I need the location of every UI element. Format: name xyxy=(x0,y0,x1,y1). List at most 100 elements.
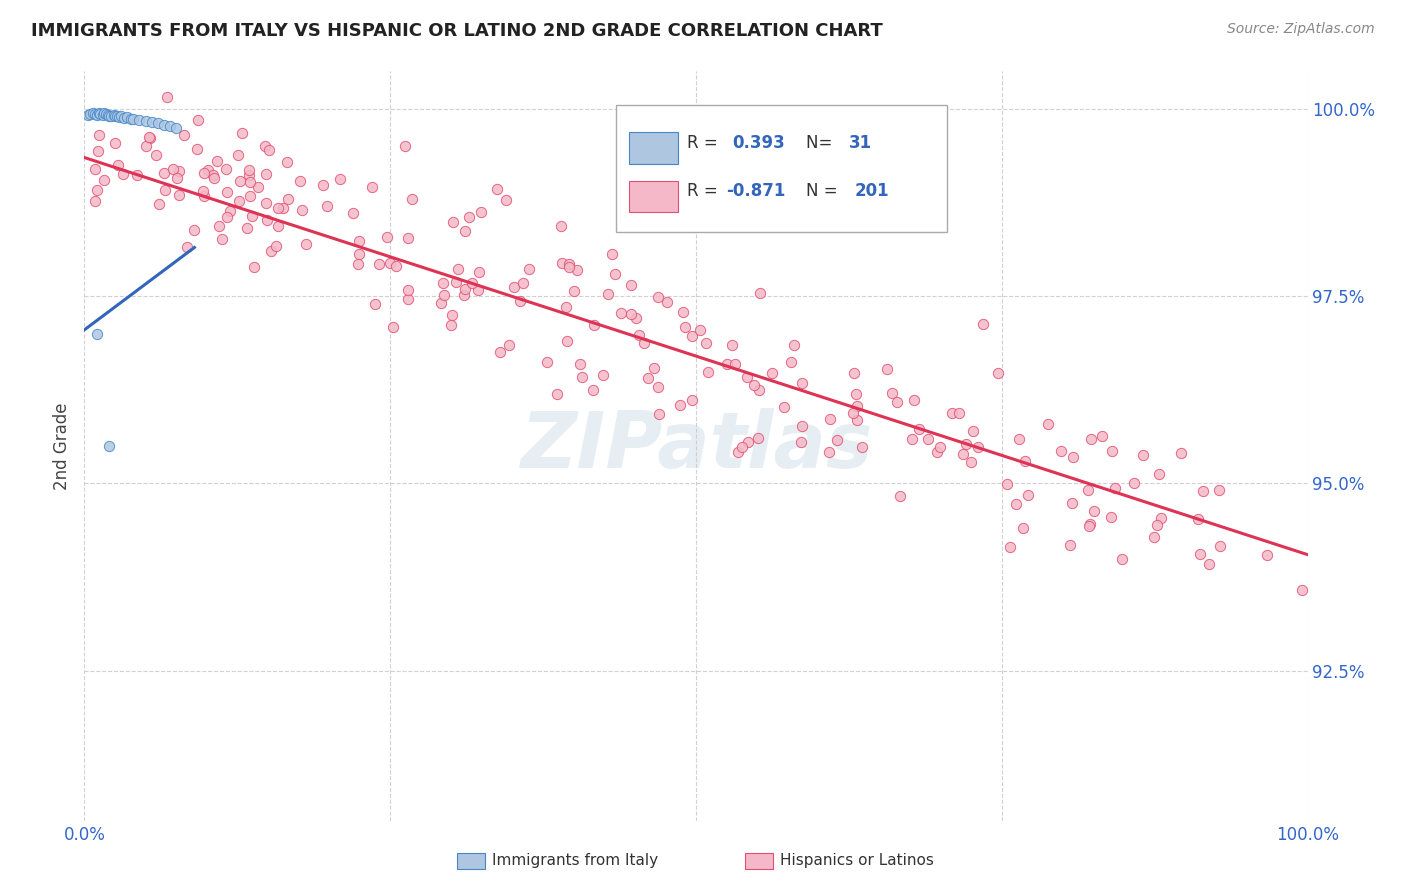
Point xyxy=(1101,443,1123,458)
Point xyxy=(1083,504,1105,518)
Point xyxy=(1077,483,1099,498)
Point xyxy=(582,383,605,397)
Point xyxy=(231,126,253,140)
Point xyxy=(115,110,138,124)
Point xyxy=(246,180,269,194)
Point xyxy=(1123,475,1146,490)
Point xyxy=(1078,516,1101,531)
Point xyxy=(727,445,749,459)
Point xyxy=(363,297,385,311)
Point xyxy=(87,128,110,142)
Point xyxy=(135,113,157,128)
Point xyxy=(312,178,335,193)
Text: Source: ZipAtlas.com: Source: ZipAtlas.com xyxy=(1227,22,1375,37)
Point xyxy=(135,139,157,153)
Point xyxy=(146,116,169,130)
FancyBboxPatch shape xyxy=(628,181,678,212)
Point xyxy=(546,387,568,401)
Text: IMMIGRANTS FROM ITALY VS HISPANIC OR LATINO 2ND GRADE CORRELATION CHART: IMMIGRANTS FROM ITALY VS HISPANIC OR LAT… xyxy=(31,22,883,40)
Point xyxy=(1256,548,1278,562)
Point xyxy=(197,163,219,178)
Point xyxy=(1188,547,1211,561)
Point xyxy=(104,109,127,123)
Point xyxy=(1099,509,1122,524)
Point xyxy=(112,111,135,125)
Point xyxy=(173,128,195,143)
Point xyxy=(1004,497,1026,511)
Point xyxy=(669,398,692,412)
Point xyxy=(643,360,665,375)
Point xyxy=(735,369,758,384)
Point xyxy=(772,401,794,415)
Point xyxy=(1147,467,1170,482)
Point xyxy=(1198,557,1220,571)
Point xyxy=(159,119,181,133)
Point xyxy=(167,163,190,178)
Point xyxy=(551,256,574,270)
Point xyxy=(429,296,451,310)
Text: ZIPatlas: ZIPatlas xyxy=(520,408,872,484)
Point xyxy=(218,204,240,219)
Point xyxy=(396,231,419,245)
Point xyxy=(444,275,467,289)
Point xyxy=(603,267,626,281)
Point xyxy=(454,224,477,238)
Point xyxy=(228,174,250,188)
Point xyxy=(148,197,170,211)
Point xyxy=(378,255,401,269)
Point xyxy=(673,320,696,334)
Point xyxy=(187,113,209,128)
Point xyxy=(453,288,475,302)
Point xyxy=(77,108,100,122)
Point xyxy=(498,337,520,351)
Point xyxy=(876,362,898,376)
Point xyxy=(846,413,869,427)
Point xyxy=(215,210,238,224)
Text: R =: R = xyxy=(688,182,724,200)
Text: N=: N= xyxy=(806,134,838,152)
Point xyxy=(1291,582,1313,597)
Point xyxy=(87,144,110,158)
Point xyxy=(1192,483,1215,498)
Point xyxy=(1062,450,1084,464)
Point xyxy=(1111,552,1133,566)
Point xyxy=(825,433,848,447)
Point xyxy=(441,308,464,322)
Point xyxy=(193,188,215,202)
Point xyxy=(242,260,264,274)
Point xyxy=(176,240,198,254)
Point xyxy=(610,305,633,319)
Point xyxy=(238,163,260,178)
FancyBboxPatch shape xyxy=(628,132,678,163)
Point xyxy=(215,185,238,199)
Point xyxy=(716,358,738,372)
Point xyxy=(619,278,641,293)
Point xyxy=(536,355,558,369)
Point xyxy=(550,219,572,234)
Point xyxy=(207,153,229,168)
Point xyxy=(84,162,107,177)
Point xyxy=(624,310,647,325)
Text: N =: N = xyxy=(806,182,844,200)
Point xyxy=(790,435,813,450)
Point xyxy=(215,161,238,176)
Point xyxy=(1012,521,1035,535)
Point xyxy=(1059,538,1081,552)
Point xyxy=(316,199,339,213)
Point xyxy=(1091,429,1114,443)
Point xyxy=(655,295,678,310)
Point xyxy=(138,131,160,145)
Point xyxy=(851,441,873,455)
Point xyxy=(790,419,813,434)
Point xyxy=(998,540,1021,554)
Point xyxy=(562,285,585,299)
Point xyxy=(886,395,908,409)
Point xyxy=(907,422,929,436)
Point xyxy=(84,107,107,121)
Point xyxy=(93,106,115,120)
Point xyxy=(558,257,581,271)
Point xyxy=(153,166,176,180)
Point xyxy=(240,209,263,223)
Point xyxy=(82,106,104,120)
Point xyxy=(1143,529,1166,543)
